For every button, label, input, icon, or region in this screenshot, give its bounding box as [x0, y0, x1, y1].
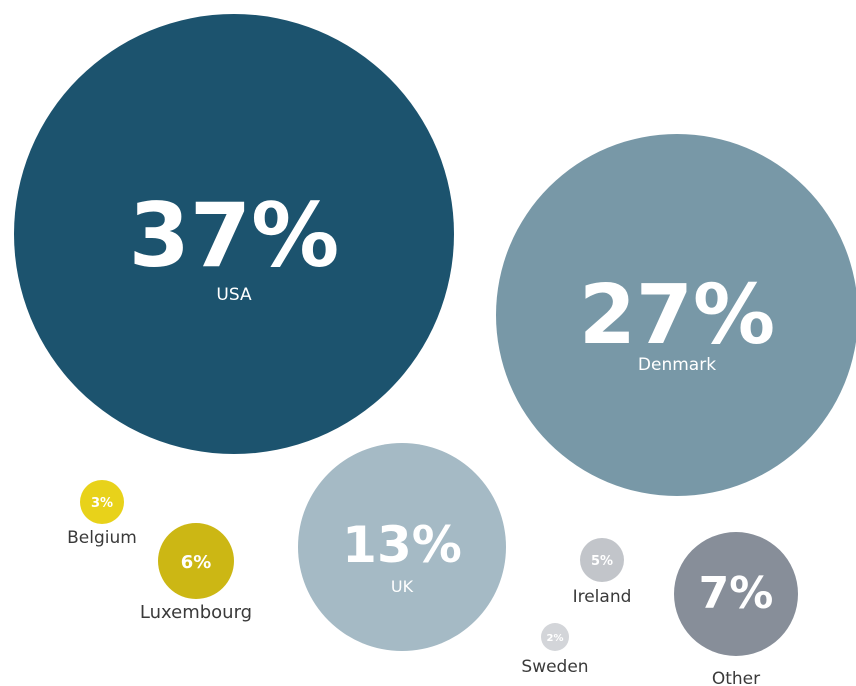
bubble-circle-denmark: [496, 134, 856, 496]
bubble-other: 7% Other: [674, 532, 798, 686]
bubble-label-uk: UK: [391, 577, 414, 596]
bubble-label-usa: USA: [216, 285, 252, 305]
bubble-ireland: 5% Ireland: [573, 538, 632, 607]
bubble-value-usa: 37%: [129, 184, 340, 287]
bubble-sweden: 2% Sweden: [521, 623, 589, 677]
bubble-circle-uk: [298, 443, 506, 651]
bubble-circle-ireland: [580, 538, 624, 582]
bubble-value-belgium: 3%: [91, 496, 113, 511]
bubble-belgium: 3% Belgium: [67, 480, 137, 548]
bubble-usa: 37%USA: [14, 14, 454, 454]
bubble-value-luxembourg: 6%: [181, 552, 212, 573]
bubble-circle-sweden: [541, 623, 569, 651]
bubble-label-belgium: Belgium: [67, 528, 137, 548]
bubble-circle-other: [674, 532, 798, 656]
bubble-circle-usa: [14, 14, 454, 454]
bubble-label-denmark: Denmark: [638, 355, 716, 375]
bubble-value-other: 7%: [699, 568, 774, 619]
bubble-label-sweden: Sweden: [521, 657, 588, 677]
bubble-value-sweden: 2%: [547, 633, 564, 644]
bubble-circle-belgium: [80, 480, 124, 524]
bubble-uk: 13% UK: [298, 443, 506, 651]
bubble-value-uk: 13%: [342, 516, 462, 574]
bubble-label-ireland: Ireland: [573, 587, 632, 607]
bubble-value-ireland: 5%: [591, 554, 613, 569]
bubble-luxembourg: 6% Luxembourg: [140, 523, 252, 623]
bubble-denmark: 27%Denmark: [496, 134, 856, 496]
bubble-value-denmark: 27%: [579, 268, 775, 363]
bubble-circle-luxembourg: [158, 523, 234, 599]
bubble-label-luxembourg: Luxembourg: [140, 602, 252, 623]
bubble-label-other: Other: [712, 669, 760, 686]
